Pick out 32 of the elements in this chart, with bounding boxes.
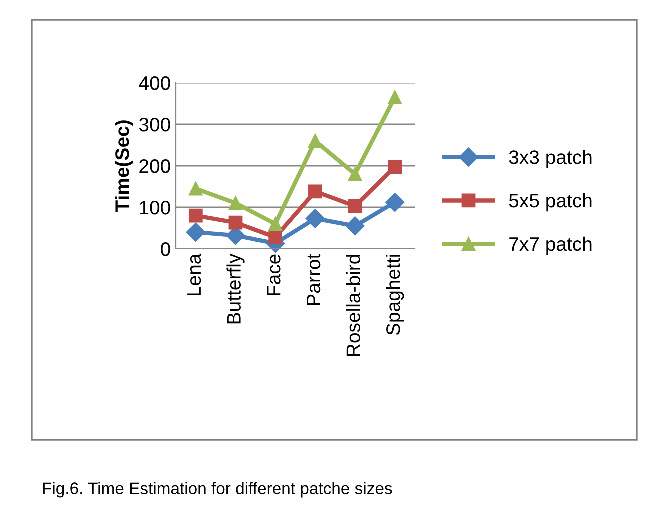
- point: [228, 196, 243, 210]
- point: [268, 230, 283, 244]
- caption: Fig.6. Time Estimation for different patche sizes: [43, 482, 392, 498]
- point: [228, 216, 243, 230]
- x-tick-label: Parrot: [307, 254, 321, 306]
- x-tick-label: Lena: [188, 254, 202, 296]
- point: [346, 216, 365, 236]
- y-tick-label: 200: [140, 159, 170, 174]
- legend-label: 3x3 patch: [509, 150, 592, 168]
- y-axis-title: Time(Sec): [115, 120, 134, 212]
- y-tick-label: 100: [140, 200, 170, 215]
- point: [348, 199, 362, 214]
- point: [388, 90, 402, 104]
- x-tick-label: Face: [267, 254, 281, 296]
- x-tick-label: Spaghetti: [386, 255, 404, 336]
- point: [188, 208, 203, 223]
- point: [308, 184, 322, 199]
- point: [386, 192, 405, 212]
- y-tick-label: 0: [161, 242, 170, 256]
- point: [348, 167, 362, 182]
- point: [388, 160, 402, 174]
- point: [188, 182, 203, 196]
- y-tick-label: 400: [139, 76, 170, 90]
- x-tick-label: Rosella-bird: [346, 255, 360, 356]
- point: [306, 209, 325, 228]
- x-tick-label: Butterfly: [226, 254, 245, 324]
- point: [186, 222, 206, 242]
- legend-label: 7x7 patch: [510, 236, 592, 255]
- y-tick-label: 300: [139, 118, 170, 132]
- point: [268, 217, 283, 232]
- legend-label: 5x5 patch: [509, 193, 592, 212]
- point: [308, 134, 322, 148]
